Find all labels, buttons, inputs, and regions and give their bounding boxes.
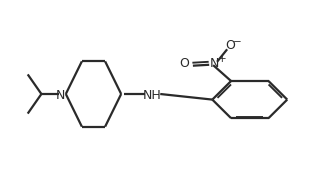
Text: +: + xyxy=(218,54,227,64)
Text: −: − xyxy=(233,37,242,47)
Text: N: N xyxy=(210,57,219,70)
Text: NH: NH xyxy=(143,89,162,102)
Text: N: N xyxy=(55,89,65,102)
Text: O: O xyxy=(180,57,189,70)
Text: O: O xyxy=(226,39,235,52)
